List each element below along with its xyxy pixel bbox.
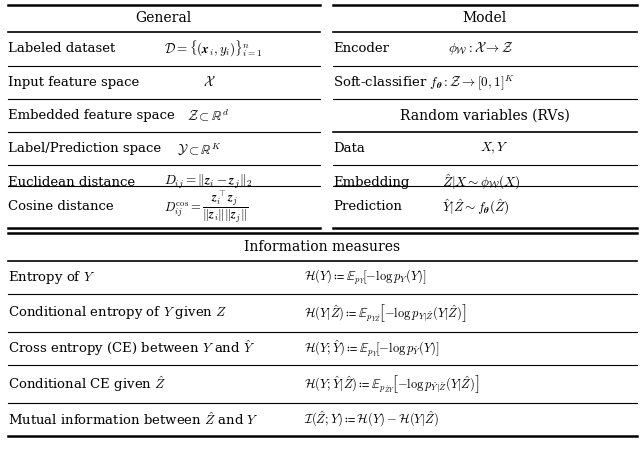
Text: $\hat{Y}|\hat{Z} \sim f_{\boldsymbol{\theta}}(\hat{Z})$: $\hat{Y}|\hat{Z} \sim f_{\boldsymbol{\th… — [442, 197, 509, 217]
Text: Embedded feature space: Embedded feature space — [8, 109, 175, 122]
Text: $X, Y$: $X, Y$ — [480, 141, 509, 157]
Text: Cross entropy (CE) between $Y$ and $\hat{Y}$: Cross entropy (CE) between $Y$ and $\hat… — [8, 339, 255, 359]
Text: Mutual information between $\hat{Z}$ and $Y$: Mutual information between $\hat{Z}$ and… — [8, 411, 259, 428]
Text: Entropy of $Y$: Entropy of $Y$ — [8, 269, 95, 286]
Text: General: General — [136, 12, 192, 25]
Text: $\mathcal{I}(\hat{Z};Y) \coloneq \mathcal{H}(Y) - \mathcal{H}(Y|\hat{Z})$: $\mathcal{I}(\hat{Z};Y) \coloneq \mathca… — [304, 410, 439, 429]
Text: Encoder: Encoder — [333, 43, 389, 55]
Text: Euclidean distance: Euclidean distance — [8, 176, 135, 188]
Text: $\mathcal{H}(Y;\hat{Y}) \coloneq \mathbb{E}_{p_Y}\!\left[-\log p_{\hat{Y}}(Y)\ri: $\mathcal{H}(Y;\hat{Y}) \coloneq \mathbb… — [304, 338, 440, 359]
Text: Conditional CE given $\hat{Z}$: Conditional CE given $\hat{Z}$ — [8, 374, 166, 394]
Text: $D_{ij}^{\mathrm{cos}} = \dfrac{\boldsymbol{z}_i^\top \boldsymbol{z}_j}{\|\bolds: $D_{ij}^{\mathrm{cos}} = \dfrac{\boldsym… — [164, 189, 249, 225]
Text: Prediction: Prediction — [333, 201, 402, 213]
Text: Labeled dataset: Labeled dataset — [8, 43, 115, 55]
Text: Soft-classifier $f_{\boldsymbol{\theta}} : \mathcal{Z} \rightarrow [0,1]^K$: Soft-classifier $f_{\boldsymbol{\theta}}… — [333, 73, 515, 91]
Text: Cosine distance: Cosine distance — [8, 201, 113, 213]
Text: $\mathcal{H}(Y) \coloneq \mathbb{E}_{p_Y}\!\left[-\log p_Y(Y)\right]$: $\mathcal{H}(Y) \coloneq \mathbb{E}_{p_Y… — [304, 268, 427, 287]
Text: $\mathcal{H}(Y|\hat{Z}) \coloneq \mathbb{E}_{p_{Y\hat{Z}}}\!\left[-\log p_{Y|\ha: $\mathcal{H}(Y|\hat{Z}) \coloneq \mathbb… — [304, 302, 467, 324]
Text: Label/Prediction space: Label/Prediction space — [8, 142, 161, 155]
Text: Embedding: Embedding — [333, 176, 409, 188]
Text: Model: Model — [463, 12, 507, 25]
Text: $\mathcal{Y} \subset \mathbb{R}^K$: $\mathcal{Y} \subset \mathbb{R}^K$ — [177, 141, 222, 157]
Text: $\hat{Z}|X \sim \phi_\mathcal{W}(X)$: $\hat{Z}|X \sim \phi_\mathcal{W}(X)$ — [442, 172, 520, 192]
Text: Random variables (RVs): Random variables (RVs) — [400, 109, 570, 122]
Text: $D_{ij} = \|\boldsymbol{z}_i - \boldsymbol{z}_j\|_2$: $D_{ij} = \|\boldsymbol{z}_i - \boldsymb… — [164, 173, 253, 191]
Text: Information measures: Information measures — [244, 240, 400, 254]
Text: Conditional entropy of $Y$ given $Z$: Conditional entropy of $Y$ given $Z$ — [8, 304, 227, 322]
Text: Input feature space: Input feature space — [8, 76, 139, 89]
Text: Data: Data — [333, 142, 365, 155]
Text: $\phi_\mathcal{W} : \mathcal{X} \rightarrow \mathcal{Z}$: $\phi_\mathcal{W} : \mathcal{X} \rightar… — [448, 41, 513, 57]
Text: $\mathcal{Z} \subset \mathbb{R}^d$: $\mathcal{Z} \subset \mathbb{R}^d$ — [187, 108, 228, 123]
Text: $\mathcal{D} = \{(\boldsymbol{x}_i, y_i)\}_{i=1}^n$: $\mathcal{D} = \{(\boldsymbol{x}_i, y_i)… — [164, 39, 263, 59]
Text: $\mathcal{X}$: $\mathcal{X}$ — [203, 75, 216, 89]
Text: $\mathcal{H}(Y;\hat{Y}|\hat{Z}) \coloneq \mathbb{E}_{p_{\hat{Z}Y}}\!\left[-\log : $\mathcal{H}(Y;\hat{Y}|\hat{Z}) \coloneq… — [304, 373, 479, 395]
